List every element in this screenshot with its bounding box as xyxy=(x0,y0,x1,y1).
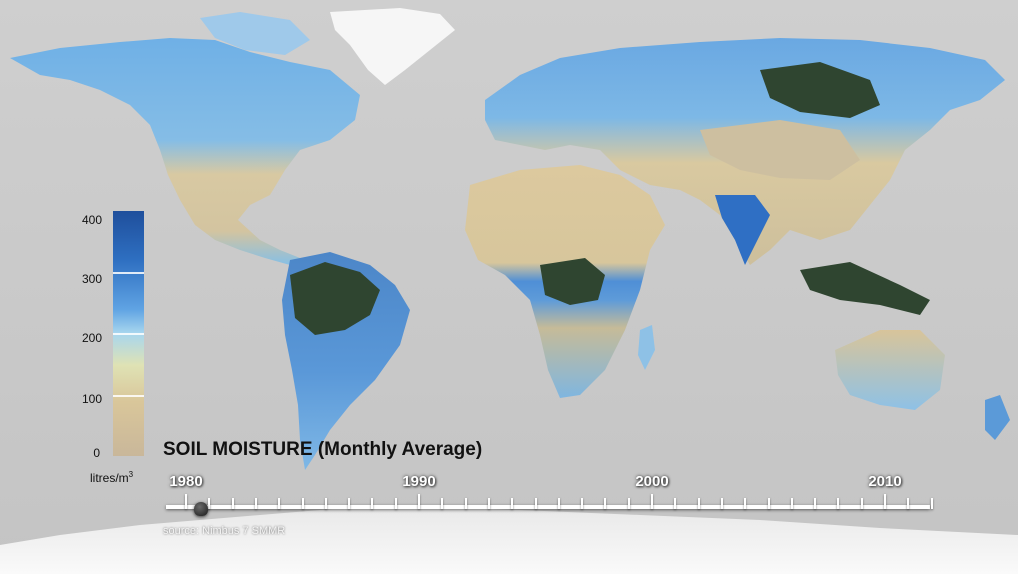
source-credit: source: Nimbus 7 SMMR xyxy=(163,525,286,537)
legend-label-300: 300 xyxy=(81,272,102,286)
timeline-minor-tick xyxy=(837,498,840,509)
landmass-arctic-islands xyxy=(200,12,310,55)
timeline-minor-tick xyxy=(604,498,607,509)
timeline-minor-tick xyxy=(627,498,630,509)
landmass-new-zealand xyxy=(985,395,1010,440)
timeline-minor-tick xyxy=(767,498,770,509)
landmass-india xyxy=(715,195,770,265)
desert-central-asia xyxy=(700,120,860,180)
timeline-minor-tick xyxy=(720,498,723,509)
legend-unit: litres/m3 xyxy=(90,470,133,485)
timeline-minor-tick xyxy=(511,498,514,509)
timeline-minor-tick xyxy=(278,498,281,509)
landmass-australia xyxy=(835,330,945,410)
forest-siberia xyxy=(760,62,880,118)
timeline-minor-tick xyxy=(254,498,257,509)
timeline-minor-tick xyxy=(581,498,584,509)
forest-congo xyxy=(540,258,605,305)
timeline-minor-tick xyxy=(301,498,304,509)
timeline-minor-tick xyxy=(814,498,817,509)
landmass-indonesia xyxy=(800,262,930,315)
timeline-track[interactable] xyxy=(166,505,930,509)
timeline-minor-tick xyxy=(860,498,863,509)
legend-tick xyxy=(113,333,144,335)
legend-unit-text: litres/m xyxy=(90,471,129,485)
timeline-label-2000[interactable]: 2000 xyxy=(635,473,669,490)
timeline-label-2010[interactable]: 2010 xyxy=(868,473,902,490)
timeline-minor-tick xyxy=(394,498,397,509)
timeline-minor-tick xyxy=(534,498,537,509)
timeline-major-tick xyxy=(185,494,187,509)
forest-amazon xyxy=(290,262,380,335)
timeline-label-1990[interactable]: 1990 xyxy=(402,473,436,490)
timeline-minor-tick xyxy=(464,498,467,509)
timeline-minor-tick xyxy=(231,498,234,509)
timeline-label-1980[interactable]: 1980 xyxy=(169,473,203,490)
timeline-minor-tick xyxy=(487,498,490,509)
timeline-minor-tick xyxy=(324,498,327,509)
legend-label-100: 100 xyxy=(81,392,102,406)
timeline-minor-tick xyxy=(674,498,677,509)
timeline-minor-tick xyxy=(557,498,560,509)
legend-tick xyxy=(113,395,144,397)
timeline-major-tick xyxy=(884,494,886,509)
timeline-minor-tick xyxy=(744,498,747,509)
legend-label-0: 0 xyxy=(93,446,100,460)
legend-unit-exponent: 3 xyxy=(128,470,134,479)
timeline-major-tick xyxy=(418,494,420,509)
landmass-north-america xyxy=(10,38,360,265)
map-title: SOIL MOISTURE (Monthly Average) xyxy=(163,439,483,460)
legend-label-200: 200 xyxy=(81,331,102,345)
timeline-minor-tick xyxy=(697,498,700,509)
timeline-minor-tick xyxy=(907,498,910,509)
legend-tick xyxy=(113,272,144,274)
timeline-minor-tick xyxy=(371,498,374,509)
timeline-minor-tick xyxy=(441,498,444,509)
timeline-minor-tick xyxy=(208,498,211,509)
timeline-slider-handle[interactable] xyxy=(194,502,208,516)
timeline-minor-tick xyxy=(930,498,933,509)
legend-label-400: 400 xyxy=(81,213,102,227)
timeline-minor-tick xyxy=(790,498,793,509)
timeline-minor-tick xyxy=(348,498,351,509)
legend-color-bar xyxy=(113,211,144,456)
landmass-antarctica xyxy=(0,505,1018,574)
landmass-madagascar xyxy=(638,325,655,370)
timeline-major-tick xyxy=(651,494,653,509)
landmass-greenland xyxy=(330,8,455,85)
